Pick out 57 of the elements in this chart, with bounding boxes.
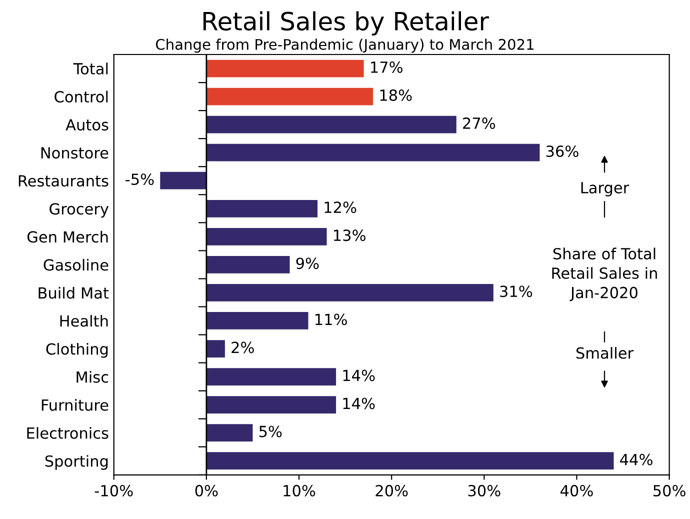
y-tick-label: Nonstore	[41, 147, 108, 159]
annotation: Share of Total Retail Sales in Jan-2020	[552, 248, 657, 302]
y-tick-label: Health	[60, 314, 108, 327]
annotation: Larger	[581, 182, 630, 196]
data-label: 14%	[343, 370, 375, 382]
chart-title: Retail Sales by Retailer	[203, 11, 489, 36]
y-tick-label: Sporting	[45, 455, 108, 470]
y-tick-label: Total	[73, 62, 108, 75]
x-tick-label: -10%	[94, 484, 133, 496]
x-tick-label: 40%	[560, 484, 593, 496]
bar	[160, 172, 206, 190]
data-label: 18%	[380, 89, 412, 101]
bar	[206, 144, 540, 162]
y-tick-label: Grocery	[50, 203, 109, 218]
bar	[206, 452, 614, 470]
annotation: Smaller	[576, 346, 634, 359]
data-label: -5%	[126, 173, 154, 186]
y-tick-label: Misc	[76, 370, 108, 383]
data-label: 27%	[463, 117, 496, 129]
data-label: 11%	[315, 314, 347, 326]
bar	[206, 284, 494, 302]
bar	[206, 256, 290, 274]
y-tick-label: Restaurants	[18, 175, 108, 187]
data-label: 13%	[334, 230, 366, 242]
y-tick-label: Furniture	[42, 399, 108, 411]
bar	[206, 396, 336, 414]
data-label: 2%	[232, 342, 254, 354]
data-label: 12%	[324, 202, 356, 214]
bar	[206, 312, 308, 330]
chart-subtitle: Change from Pre-Pandemic (January) to March 2021	[156, 38, 534, 53]
x-tick-label: 0%	[195, 484, 218, 496]
y-tick-label: Control	[54, 90, 108, 103]
y-tick-label: Clothing	[46, 342, 108, 358]
bar	[206, 424, 253, 442]
bar	[206, 228, 327, 246]
x-tick-label: 30%	[468, 484, 500, 496]
data-label: 44%	[620, 454, 652, 466]
x-tick-label: 20%	[376, 484, 408, 496]
x-tick-label: 10%	[284, 484, 316, 496]
y-tick-label: Gen Merch	[27, 230, 108, 243]
data-label: 9%	[296, 258, 319, 270]
y-tick-label: Autos	[66, 119, 108, 131]
data-label: 14%	[343, 398, 375, 410]
y-tick-label: Electronics	[27, 427, 108, 439]
data-label: 5%	[259, 426, 282, 438]
bar	[206, 116, 456, 134]
bar	[206, 60, 364, 78]
bar	[206, 88, 374, 106]
bar	[206, 200, 318, 218]
bar	[206, 368, 336, 386]
bar	[206, 340, 225, 358]
data-label: 36%	[546, 145, 578, 158]
data-label: 31%	[500, 286, 532, 298]
x-tick-label: 50%	[654, 484, 686, 496]
y-tick-label: Gasoline	[44, 258, 108, 271]
data-label: 17%	[371, 61, 402, 73]
y-tick-label: Build Mat	[38, 286, 109, 299]
